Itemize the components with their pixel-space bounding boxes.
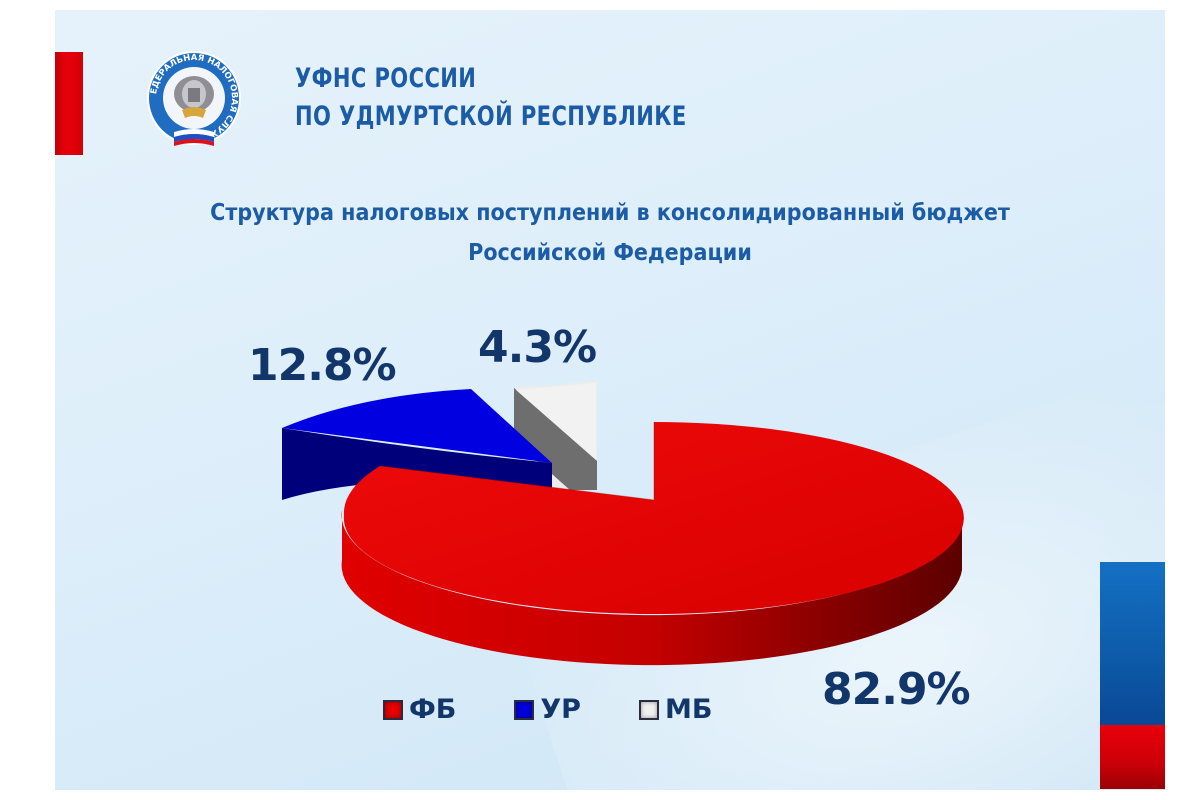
legend-swatch-blue-icon [514, 699, 535, 720]
legend-swatch-white-icon [638, 699, 659, 720]
legend-label: ФБ [409, 694, 457, 725]
chart-title-line2: Российской Федерации [468, 240, 752, 266]
legend-item-mb: МБ [638, 694, 713, 725]
chart-title: Структура налоговых поступлений в консол… [55, 193, 1165, 273]
red-accent-bar [55, 52, 83, 155]
label-ur-percent: 12.8% [248, 340, 397, 391]
organization-name: УФНС РОССИИ ПО УДМУРТСКОЙ РЕСПУБЛИКЕ [295, 60, 687, 136]
fns-emblem-icon: ФЕДЕРАЛЬНАЯ НАЛОГОВАЯ СЛУЖБА [144, 48, 241, 146]
legend-label: МБ [664, 694, 713, 725]
org-name-line1: УФНС РОССИИ [295, 63, 477, 94]
flag-stripe-red [1100, 725, 1165, 789]
label-mb-percent: 4.3% [478, 322, 597, 373]
chart-title-line1: Структура налоговых поступлений в консол… [210, 200, 1010, 226]
flag-stripe-blue [1100, 562, 1165, 725]
label-fb-percent: 82.9% [822, 664, 971, 715]
pie-slice-fb [341, 422, 964, 666]
chart-legend: ФБ УР МБ [383, 694, 770, 725]
legend-swatch-red-icon [383, 699, 403, 720]
legend-item-fb: ФБ [383, 694, 456, 725]
legend-item-ur: УР [514, 694, 581, 725]
legend-label: УР [540, 694, 581, 725]
org-name-line2: ПО УДМУРТСКОЙ РЕСПУБЛИКЕ [295, 101, 687, 132]
